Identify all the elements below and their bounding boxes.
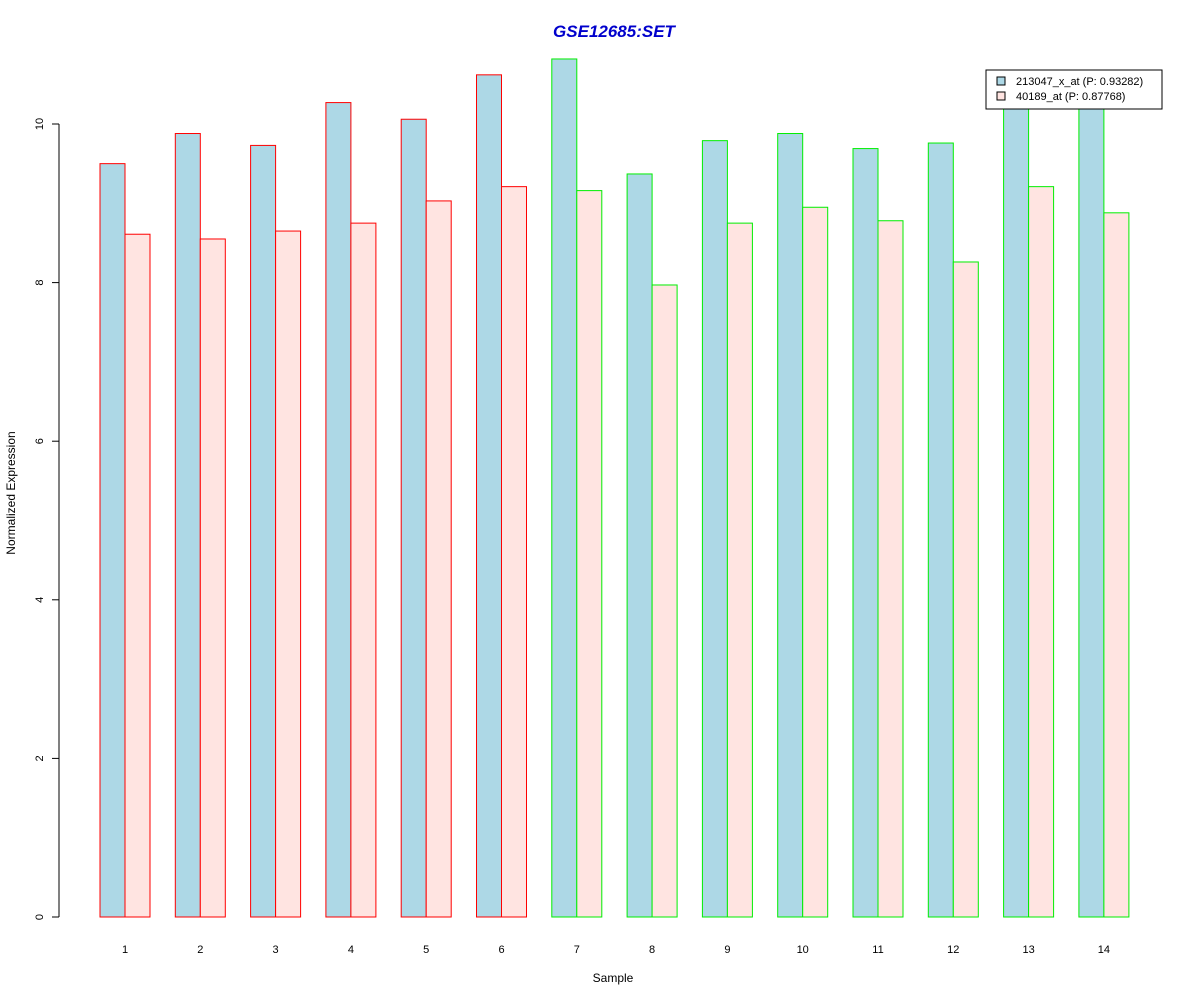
legend-label-2: 40189_at (P: 0.87768) [1016,91,1125,103]
x-tick-label: 6 [498,944,504,956]
x-tick-label: 8 [649,944,655,956]
y-axis: 0 2 4 6 8 10 [34,118,60,920]
bar-sample-9-series-2 [726,222,753,918]
x-tick-label: 4 [348,944,354,956]
bar-sample-8-series-1 [626,173,653,918]
bar-sample-10-series-1 [777,133,804,918]
y-tick-label: 2 [34,755,46,761]
x-tick-label: 14 [1098,944,1110,956]
bar-sample-14-series-1 [1078,83,1105,918]
bar-sample-7-series-2 [576,190,603,918]
bar-sample-4-series-1 [325,102,352,918]
y-tick-label: 0 [34,914,46,920]
y-axis-ticks: 0 2 4 6 8 10 [34,118,59,920]
bar-sample-1-series-1 [99,163,126,918]
bar-sample-12-series-2 [952,261,979,918]
bar-sample-13-series-2 [1028,186,1055,918]
bar-sample-3-series-2 [275,230,302,918]
bar-sample-13-series-1 [1003,91,1030,918]
bar-sample-1-series-2 [124,233,151,918]
y-tick-label: 6 [34,438,46,444]
bar-sample-11-series-2 [877,220,904,918]
x-tick-label: 1 [122,944,128,956]
x-tick-label: 5 [423,944,429,956]
bar-sample-5-series-1 [400,118,427,918]
bar-sample-8-series-2 [651,284,678,918]
y-tick-label: 4 [34,597,46,603]
bar-sample-12-series-1 [927,142,954,918]
y-tick-label: 8 [34,280,46,286]
bar-sample-14-series-2 [1103,212,1130,918]
bar-sample-6-series-1 [476,74,502,918]
x-axis-title: Sample [593,971,634,985]
x-tick-label: 13 [1022,944,1034,956]
bar-sample-6-series-2 [501,186,527,918]
x-axis-tick-labels: 1 2 3 4 5 6 7 8 9 10 11 12 13 14 [122,944,1110,956]
x-tick-label: 3 [273,944,279,956]
legend: 213047_x_at (P: 0.93282) 40189_at (P: 0.… [985,69,1163,110]
legend-label-1: 213047_x_at (P: 0.93282) [1016,76,1143,88]
x-tick-label: 12 [947,944,959,956]
bar-sample-10-series-2 [802,206,829,918]
bar-sample-11-series-1 [852,148,879,918]
x-tick-label: 9 [724,944,730,956]
legend-box [985,69,1163,110]
x-tick-label: 11 [872,944,883,956]
bar-sample-3-series-1 [250,144,277,918]
legend-swatch-1 [996,76,1006,86]
bar-sample-9-series-1 [701,140,728,918]
x-tick-label: 2 [197,944,203,956]
legend-swatch-2 [996,91,1006,101]
bar-sample-5-series-2 [425,200,452,918]
bar-sample-4-series-2 [350,222,377,918]
bar-sample-2-series-2 [199,238,226,918]
y-tick-label: 10 [34,118,46,130]
x-tick-label: 7 [574,944,580,956]
x-tick-label: 10 [797,944,809,956]
y-axis-title: Normalized Expression [4,431,18,554]
bars [99,58,1130,918]
chart-title: GSE12685:SET [553,22,677,41]
bar-sample-2-series-1 [174,133,201,918]
bar-sample-7-series-1 [551,58,578,918]
